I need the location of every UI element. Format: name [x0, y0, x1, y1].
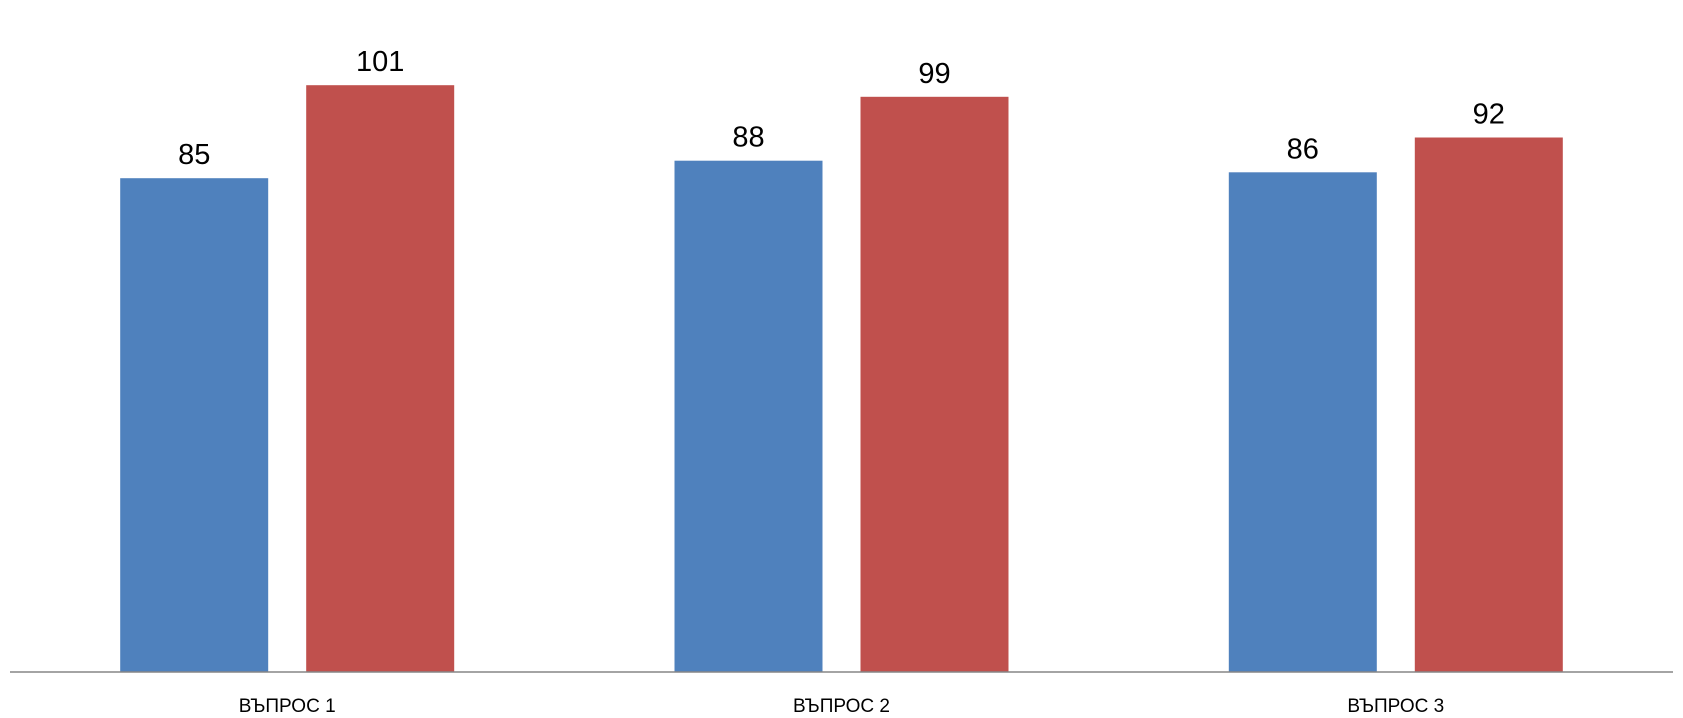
data-label-series-2-category-2: 99: [918, 58, 950, 90]
x-tick-labels-layer: ВЪПРОС 1 ВЪПРОС 2 ВЪПРОС 3: [239, 696, 1445, 717]
bar-series-2-category-3: [1414, 137, 1563, 672]
bar-series-1-category-1: [120, 178, 269, 672]
bar-series-1-category-2: [674, 160, 823, 672]
data-label-series-2-category-1: 101: [356, 46, 404, 78]
bar-series-2-category-1: [306, 85, 455, 672]
data-label-series-1-category-3: 86: [1287, 133, 1319, 165]
x-tick-label-2: ВЪПРОС 2: [793, 696, 890, 717]
x-tick-label-3: ВЪПРОС 3: [1347, 696, 1444, 717]
bar-series-2-category-2: [860, 96, 1009, 673]
bar-series-1-category-3: [1228, 172, 1377, 673]
data-label-series-1-category-1: 85: [178, 139, 210, 171]
bars-layer: [120, 85, 1563, 673]
data-label-series-1-category-2: 88: [732, 122, 764, 154]
data-label-series-2-category-3: 92: [1473, 99, 1505, 131]
x-tick-label-1: ВЪПРОС 1: [239, 696, 336, 717]
data-labels-layer: 85 101 88 99 86 92: [178, 46, 1505, 171]
